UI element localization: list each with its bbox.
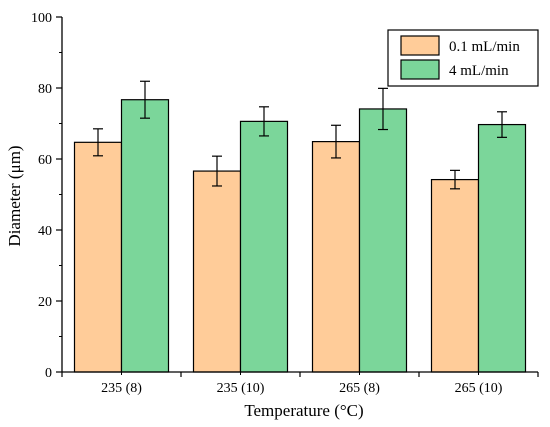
bar <box>430 178 480 373</box>
y-tick-label: 60 <box>38 153 52 168</box>
legend-label: 0.1 mL/min <box>449 39 520 55</box>
x-axis-label: Temperature (°C) <box>244 401 363 420</box>
y-tick-label: 40 <box>38 224 52 239</box>
y-tick-label: 20 <box>38 295 52 310</box>
bar <box>477 123 527 373</box>
legend-swatch <box>400 59 440 80</box>
y-tick-label: 80 <box>38 82 52 97</box>
bar <box>239 120 289 373</box>
bar <box>358 108 408 373</box>
x-tick-label: 265 (8) <box>339 381 380 396</box>
bar <box>120 99 170 373</box>
y-tick-label: 100 <box>31 11 52 26</box>
legend-label: 4 mL/min <box>449 63 509 79</box>
y-tick-label: 0 <box>45 366 52 381</box>
y-axis-label: Diameter (μm) <box>5 145 24 246</box>
bar <box>73 141 123 373</box>
plot-area: 0 20 40 60 80 100 235 (8) 235 (10) 265 (8) 265 (1… <box>31 11 539 396</box>
bar <box>311 141 361 373</box>
bar <box>192 170 242 373</box>
legend-swatch <box>400 35 440 56</box>
x-tick-label: 265 (10) <box>455 381 503 396</box>
x-tick-label: 235 (10) <box>217 381 265 396</box>
x-tick-label: 235 (8) <box>101 381 142 396</box>
